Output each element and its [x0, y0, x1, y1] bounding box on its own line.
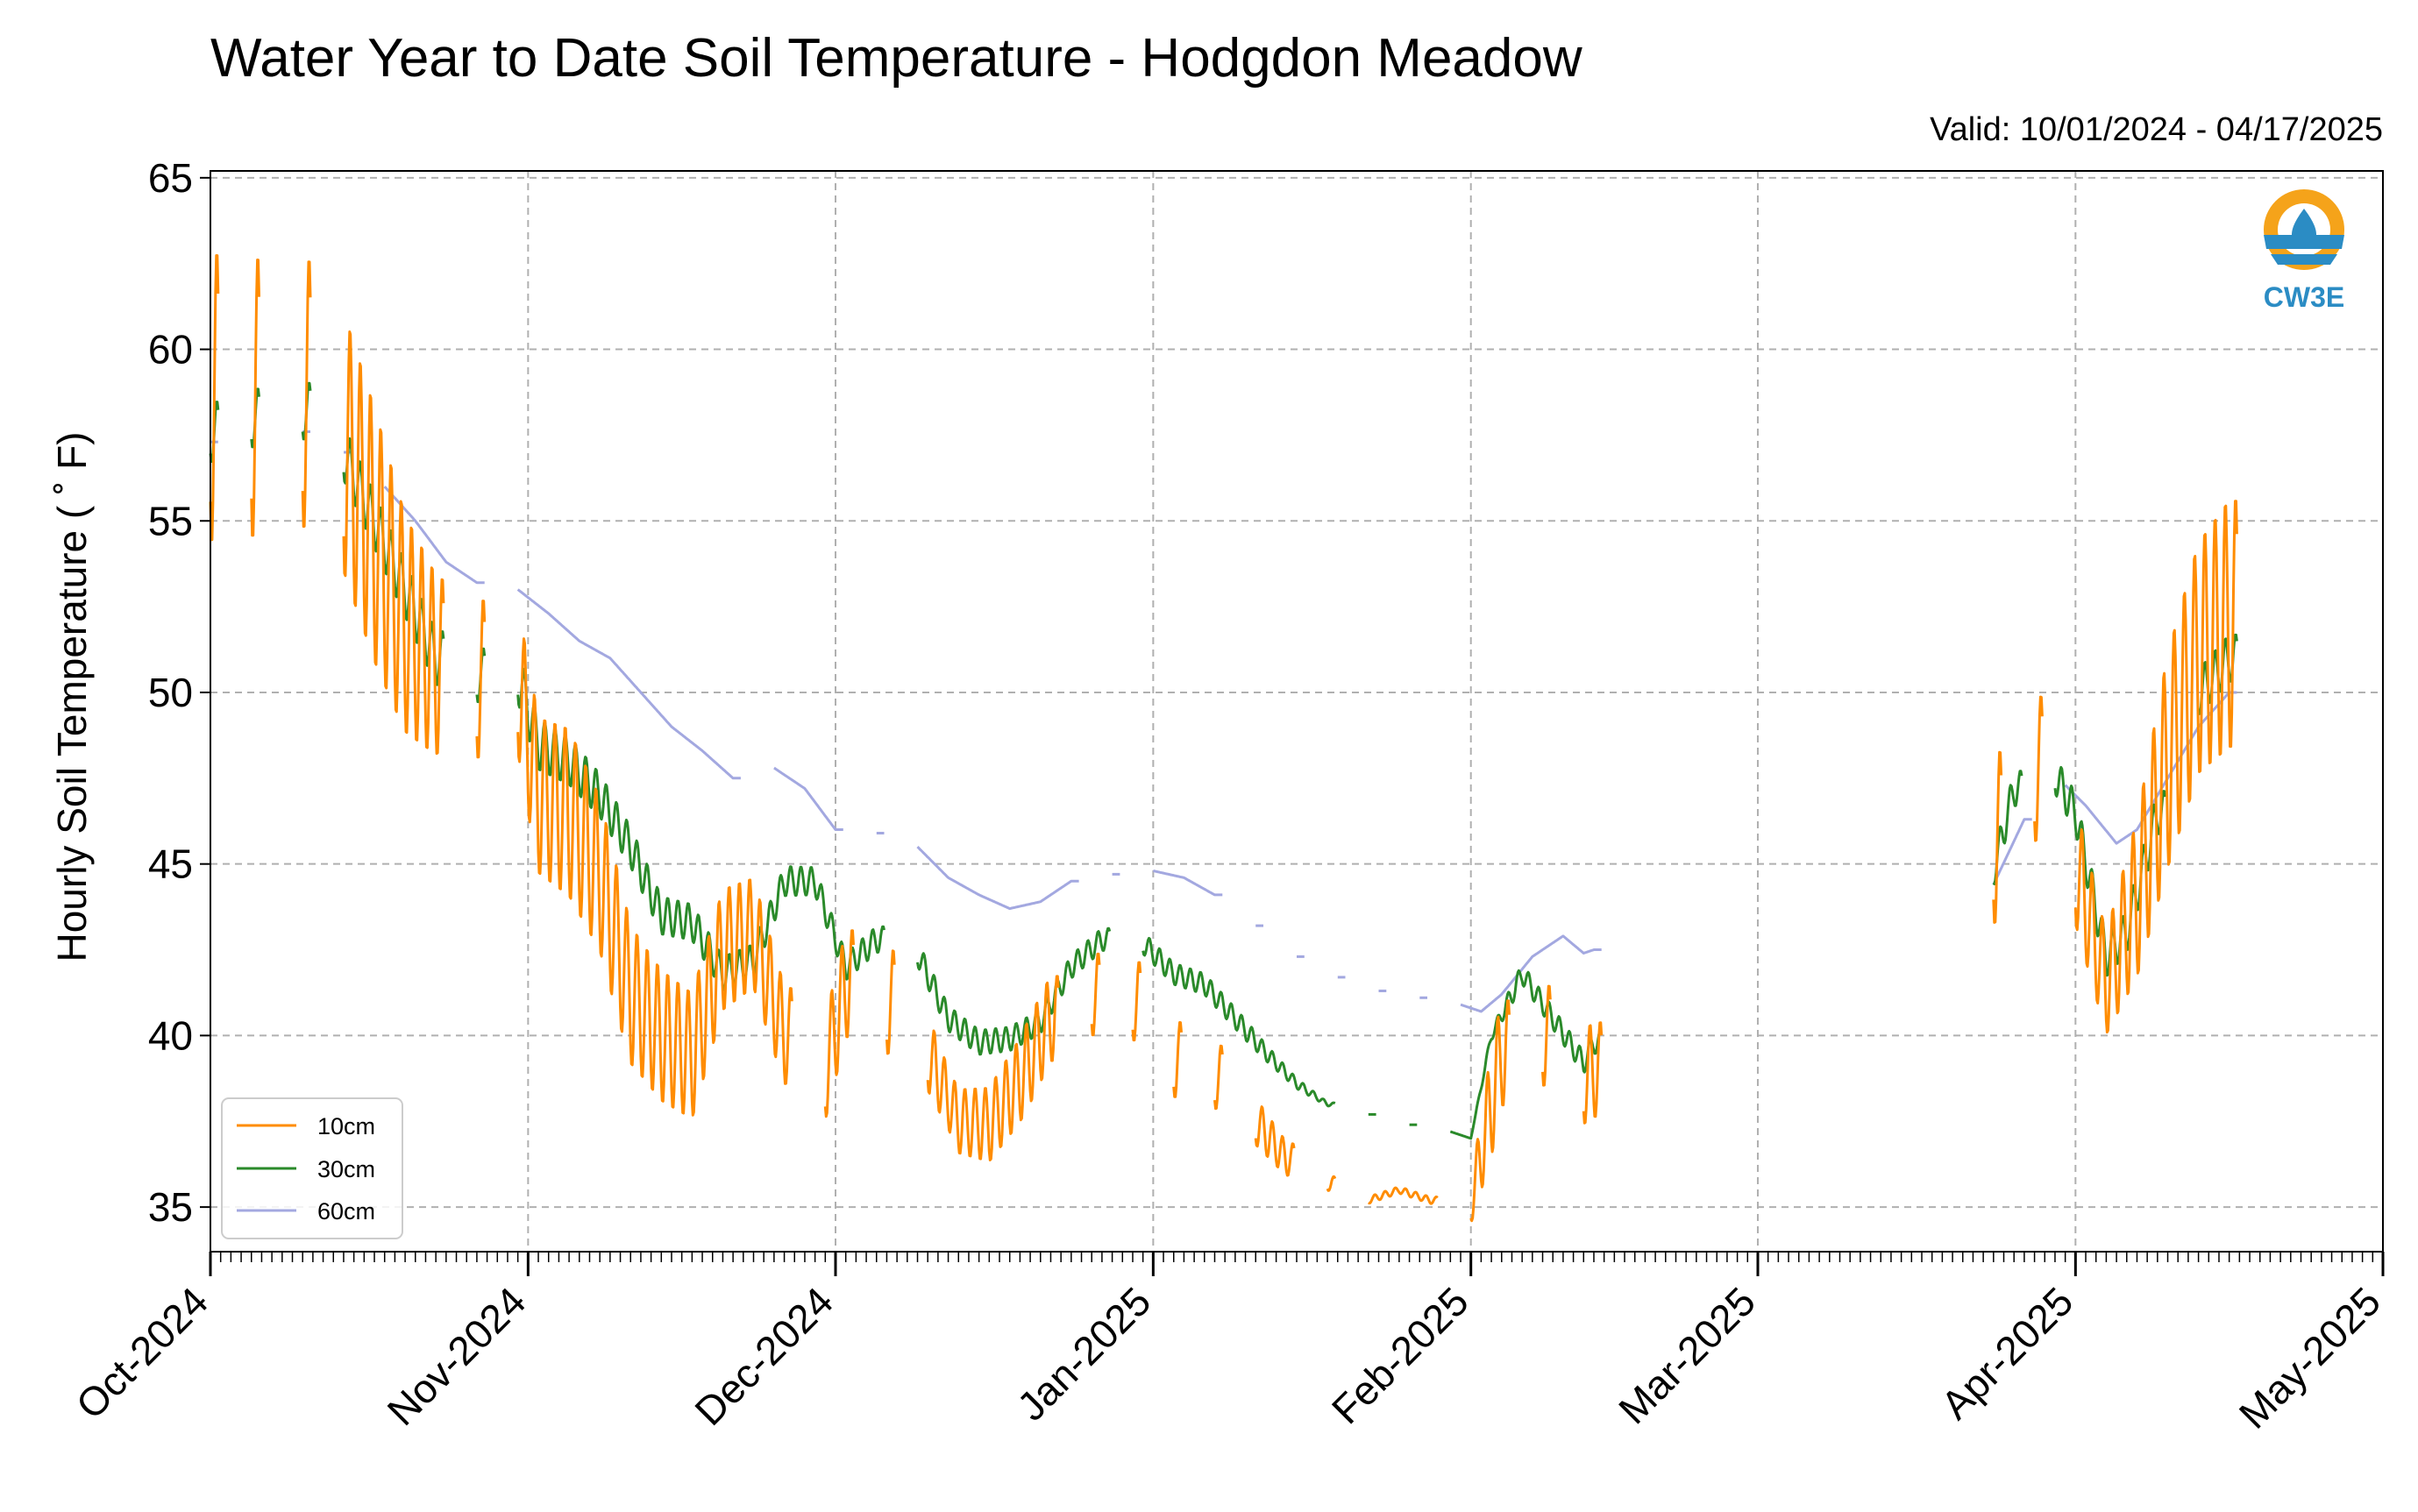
legend-label-60cm: 60cm	[317, 1198, 375, 1225]
series-line-60cm-segment-7	[916, 846, 1080, 911]
series-line-10cm-segment-2	[301, 260, 312, 529]
series-line-10cm-segment-14	[1326, 1175, 1337, 1192]
series-line-10cm-segment-3	[342, 330, 445, 756]
series-line-10cm-segment-18	[1582, 1021, 1604, 1125]
legend-box	[221, 1097, 403, 1239]
y-tick-label: 40	[148, 1012, 193, 1058]
series-line-10cm-segment-20	[2033, 695, 2044, 842]
series-line-60cm-segment-9	[1152, 870, 1223, 897]
legend-label-30cm: 30cm	[317, 1156, 375, 1182]
series-line-10cm-segment-19	[1992, 750, 2003, 924]
series-line-10cm-segment-9	[1090, 952, 1101, 1037]
series-lines	[209, 254, 2238, 1223]
series-line-10cm-segment-1	[250, 259, 260, 537]
series-line-10cm-segment-16	[1469, 999, 1511, 1223]
series-line-10cm-segment-21	[2073, 500, 2238, 1034]
axis-ticks: 35 40 45 50 55 60 65 Oct-2024 Nov-2024 Dec-2024 Ja…	[68, 155, 2390, 1437]
series-line-10cm-segment-4	[475, 600, 487, 759]
series-line-10cm-segment-5	[516, 637, 793, 1117]
x-tick-label: Dec-2024	[686, 1278, 842, 1434]
y-axis-label: Hourly Soil Temperature ( ˚ F)	[49, 432, 95, 962]
x-tick-label: Apr-2025	[1932, 1278, 2082, 1428]
logo-drop-icon	[2292, 209, 2316, 247]
x-tick-label: Jan-2025	[1008, 1278, 1159, 1429]
series-line-10cm-segment-13	[1254, 1105, 1296, 1177]
series-line-60cm-segment-4	[516, 588, 742, 780]
series-line-10cm-segment-10	[1131, 961, 1142, 1042]
series-line-30cm-segment-7	[1141, 936, 1336, 1108]
x-tick-label: Feb-2025	[1323, 1278, 1477, 1432]
y-tick-label: 35	[148, 1184, 193, 1230]
x-tick-label: Mar-2025	[1610, 1278, 1764, 1432]
y-tick-label: 45	[148, 841, 193, 887]
series-line-10cm-segment-11	[1172, 1021, 1183, 1098]
series-line-10cm-segment-6	[823, 929, 855, 1118]
series-line-10cm-segment-17	[1541, 984, 1552, 1087]
series-line-10cm-segment-8	[926, 975, 1060, 1161]
series-line-10cm-segment-15	[1368, 1186, 1439, 1205]
series-line-10cm-segment-7	[885, 949, 896, 1055]
y-tick-label: 65	[148, 155, 193, 201]
legend: 10cm 30cm 60cm	[221, 1097, 403, 1239]
chart-valid-range: Valid: 10/01/2024 - 04/17/2025	[1930, 111, 2383, 148]
y-tick-label: 50	[148, 670, 193, 715]
series-line-60cm-segment-16	[1992, 818, 2033, 885]
y-tick-label: 60	[148, 327, 193, 373]
y-tick-label: 55	[148, 498, 193, 543]
logo-text: CW3E	[2264, 281, 2344, 313]
series-line-30cm-segment-10	[1449, 969, 1604, 1140]
x-tick-label: May-2025	[2230, 1278, 2389, 1437]
series-line-30cm-segment-6	[916, 926, 1112, 1056]
series-line-10cm-segment-0	[209, 254, 220, 542]
series-line-60cm-segment-15	[1460, 934, 1603, 1013]
legend-label-10cm: 10cm	[317, 1113, 375, 1139]
x-tick-label: Oct-2024	[68, 1278, 217, 1428]
chart-title: Water Year to Date Soil Temperature - Ho…	[210, 28, 1582, 89]
cw3e-logo: CW3E	[2264, 189, 2344, 313]
series-line-10cm-segment-12	[1213, 1044, 1224, 1111]
series-line-60cm-segment-5	[773, 766, 844, 831]
series-line-30cm-segment-5	[516, 667, 885, 991]
x-tick-label: Nov-2024	[379, 1278, 535, 1434]
